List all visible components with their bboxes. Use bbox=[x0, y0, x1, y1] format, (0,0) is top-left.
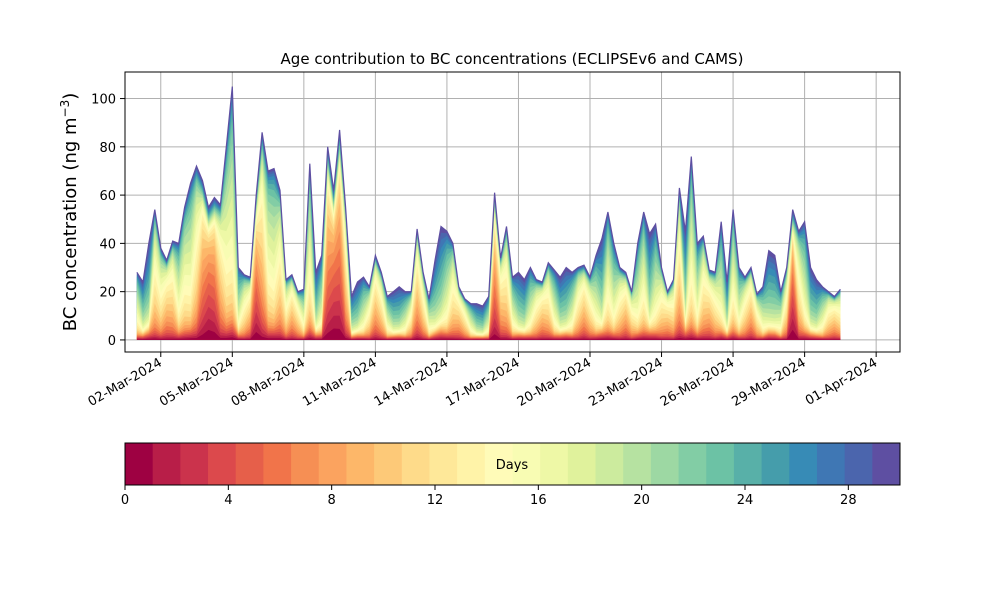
colorbar-swatch bbox=[484, 443, 513, 485]
colorbar-swatch bbox=[678, 443, 707, 485]
x-tick-label: 11-Mar-2024 bbox=[300, 355, 379, 409]
colorbar-tick-label: 16 bbox=[530, 493, 547, 508]
x-tick-label: 29-Mar-2024 bbox=[729, 355, 808, 409]
x-tick-label: 26-Mar-2024 bbox=[658, 355, 737, 409]
colorbar-swatch bbox=[401, 443, 430, 485]
colorbar-swatch bbox=[844, 443, 873, 485]
y-tick-label: 60 bbox=[99, 189, 116, 204]
total-outline bbox=[136, 86, 841, 307]
plot-frame bbox=[124, 71, 901, 353]
colorbar-swatch bbox=[623, 443, 652, 485]
colorbar-swatch bbox=[595, 443, 624, 485]
colorbar-tick-label: 20 bbox=[633, 493, 650, 508]
colorbar-swatch bbox=[872, 443, 901, 485]
colorbar-swatch bbox=[291, 443, 320, 485]
colorbar-tick-label: 12 bbox=[427, 493, 444, 508]
colorbar-swatch bbox=[512, 443, 541, 485]
colorbar-swatch bbox=[374, 443, 403, 485]
colorbar-frame bbox=[124, 442, 901, 486]
colorbar-swatch bbox=[706, 443, 735, 485]
colorbar-swatch bbox=[180, 443, 209, 485]
x-tick-label: 01-Apr-2024 bbox=[803, 355, 880, 408]
colorbar-swatch bbox=[429, 443, 458, 485]
y-tick-label: 100 bbox=[91, 93, 116, 108]
colorbar-tick-label: 24 bbox=[737, 493, 754, 508]
colorbar-swatch bbox=[346, 443, 375, 485]
colorbar-swatch bbox=[208, 443, 237, 485]
colorbar-swatch bbox=[650, 443, 680, 485]
y-axis-ticks: 0 20 40 60 80 100 bbox=[91, 93, 125, 349]
colorbar-ticks: 0 4 8 12 16 20 24 28 bbox=[121, 485, 857, 508]
colorbar bbox=[125, 443, 901, 485]
x-axis-ticks: 02-Mar-202405-Mar-202408-Mar-202411-Mar-… bbox=[86, 352, 880, 410]
age-band-14 bbox=[136, 161, 841, 340]
y-tick-label: 80 bbox=[99, 141, 116, 156]
colorbar-swatch bbox=[540, 443, 569, 485]
colorbar-swatch bbox=[816, 443, 846, 485]
colorbar-swatch bbox=[152, 443, 181, 485]
colorbar-swatch bbox=[263, 443, 292, 485]
x-tick-label: 14-Mar-2024 bbox=[372, 355, 451, 409]
colorbar-swatch bbox=[733, 443, 763, 485]
x-tick-label: 05-Mar-2024 bbox=[157, 355, 236, 409]
x-tick-label: 17-Mar-2024 bbox=[443, 355, 522, 409]
colorbar-swatch bbox=[789, 443, 818, 485]
colorbar-swatch bbox=[457, 443, 486, 485]
y-tick-label: 20 bbox=[99, 286, 116, 301]
colorbar-tick-label: 4 bbox=[224, 493, 232, 508]
stacked-areas bbox=[136, 86, 841, 340]
colorbar-swatch bbox=[125, 443, 154, 485]
age-band-0 bbox=[136, 328, 841, 340]
colorbar-tick-label: 28 bbox=[840, 493, 857, 508]
colorbar-swatch bbox=[567, 443, 597, 485]
colorbar-tick-label: 0 bbox=[121, 493, 129, 508]
colorbar-tick-label: 8 bbox=[328, 493, 336, 508]
colorbar-swatch bbox=[235, 443, 264, 485]
colorbar-label: Days bbox=[496, 458, 529, 473]
x-tick-label: 20-Mar-2024 bbox=[515, 355, 594, 409]
chart-title: Age contribution to BC concentrations (E… bbox=[281, 50, 744, 68]
y-tick-label: 0 bbox=[108, 334, 116, 349]
y-axis-label: BC concentration (ng m−3) bbox=[58, 93, 81, 332]
colorbar-swatch bbox=[761, 443, 790, 485]
y-tick-label: 40 bbox=[99, 237, 116, 252]
x-tick-label: 08-Mar-2024 bbox=[229, 355, 308, 409]
x-tick-label: 23-Mar-2024 bbox=[586, 355, 665, 409]
x-tick-label: 02-Mar-2024 bbox=[86, 355, 165, 409]
colorbar-swatch bbox=[318, 443, 347, 485]
